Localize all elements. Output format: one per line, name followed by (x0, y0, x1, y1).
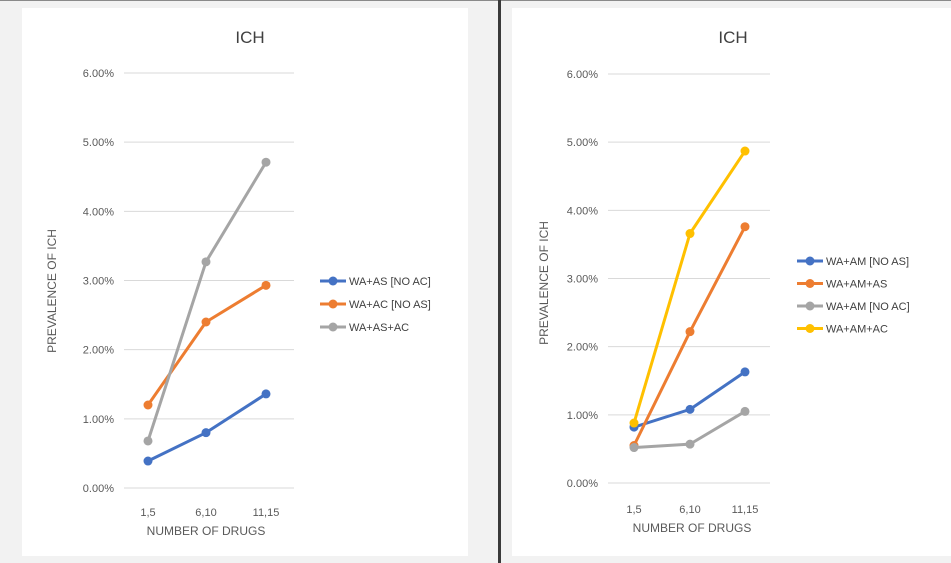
data-point (261, 389, 271, 399)
legend-label: WA+AM [NO AS] (826, 256, 909, 268)
y-tick-label: 1.00% (83, 414, 114, 426)
chart-panel-right: ICH PREVALENCE OF ICH NUMBER OF DRUGS 0.… (512, 8, 951, 556)
y-tick-label: 0.00% (83, 483, 114, 495)
data-point (201, 317, 211, 327)
y-axis-label: PREVALENCE OF ICH (45, 229, 59, 353)
data-point (143, 456, 153, 466)
data-point (740, 146, 750, 156)
ich-chart-right: ICH PREVALENCE OF ICH NUMBER OF DRUGS 0.… (537, 28, 910, 535)
data-point (629, 418, 639, 428)
y-tick-label: 6.00% (567, 69, 598, 81)
data-point (143, 400, 153, 410)
y-tick-label: 2.00% (83, 345, 114, 357)
chart-panel-left: ICH PREVALENCE OF ICH NUMBER OF DRUGS 0.… (22, 8, 468, 556)
data-point (685, 327, 695, 337)
data-point (685, 404, 695, 414)
data-point (629, 443, 639, 453)
legend-swatch-marker (805, 324, 815, 333)
legend-swatch-marker (805, 279, 815, 288)
legend-label: WA+AS [NO AC] (349, 276, 431, 288)
data-point (261, 280, 271, 290)
y-tick-label: 6.00% (83, 68, 114, 80)
y-tick-label: 4.00% (567, 205, 598, 217)
y-tick-label: 0.00% (567, 478, 598, 490)
y-tick-label: 4.00% (83, 206, 114, 218)
y-tick-label: 5.00% (567, 137, 598, 149)
data-point (201, 257, 211, 267)
legend-label: WA+AM [NO AC] (826, 301, 910, 313)
x-tick-label: 1,5 (626, 504, 641, 516)
y-tick-label: 2.00% (567, 342, 598, 354)
x-tick-label: 1,5 (140, 507, 155, 519)
series-line (146, 160, 268, 443)
y-tick-label: 3.00% (567, 274, 598, 286)
window-divider (498, 0, 501, 563)
legend-swatch-marker (805, 256, 815, 266)
data-point (740, 367, 750, 377)
legend-swatch-marker (328, 276, 338, 286)
legend-swatch-marker (328, 322, 338, 332)
legend-label: WA+AC [NO AS] (349, 299, 431, 311)
x-tick-label: 11,15 (732, 504, 759, 516)
x-tick-label: 11,15 (253, 507, 280, 519)
legend-label: WA+AS+AC (349, 322, 409, 334)
data-point (740, 406, 750, 416)
data-point (740, 222, 750, 232)
y-tick-label: 5.00% (83, 137, 114, 149)
x-tick-label: 6,10 (679, 504, 700, 516)
chart-title: ICH (718, 28, 747, 47)
legend-swatch-marker (805, 301, 815, 311)
chart-title: ICH (235, 28, 264, 47)
y-tick-label: 3.00% (83, 276, 114, 288)
x-axis-label: NUMBER OF DRUGS (147, 524, 266, 538)
data-point (143, 436, 153, 446)
y-axis-label: PREVALENCE OF ICH (537, 221, 551, 345)
series-line (146, 392, 268, 463)
data-point (685, 439, 695, 449)
x-tick-label: 6,10 (195, 507, 216, 519)
data-point (685, 229, 695, 239)
legend-label: WA+AM+AC (826, 324, 888, 336)
legend-swatch-marker (328, 299, 338, 309)
legend-label: WA+AM+AS (826, 279, 887, 291)
data-point (261, 157, 271, 167)
data-point (201, 428, 211, 438)
series-line (632, 370, 747, 429)
window-top-border (0, 0, 951, 1)
y-tick-label: 1.00% (567, 410, 598, 422)
x-axis-label: NUMBER OF DRUGS (633, 521, 752, 535)
ich-chart-left: ICH PREVALENCE OF ICH NUMBER OF DRUGS 0.… (45, 28, 431, 538)
